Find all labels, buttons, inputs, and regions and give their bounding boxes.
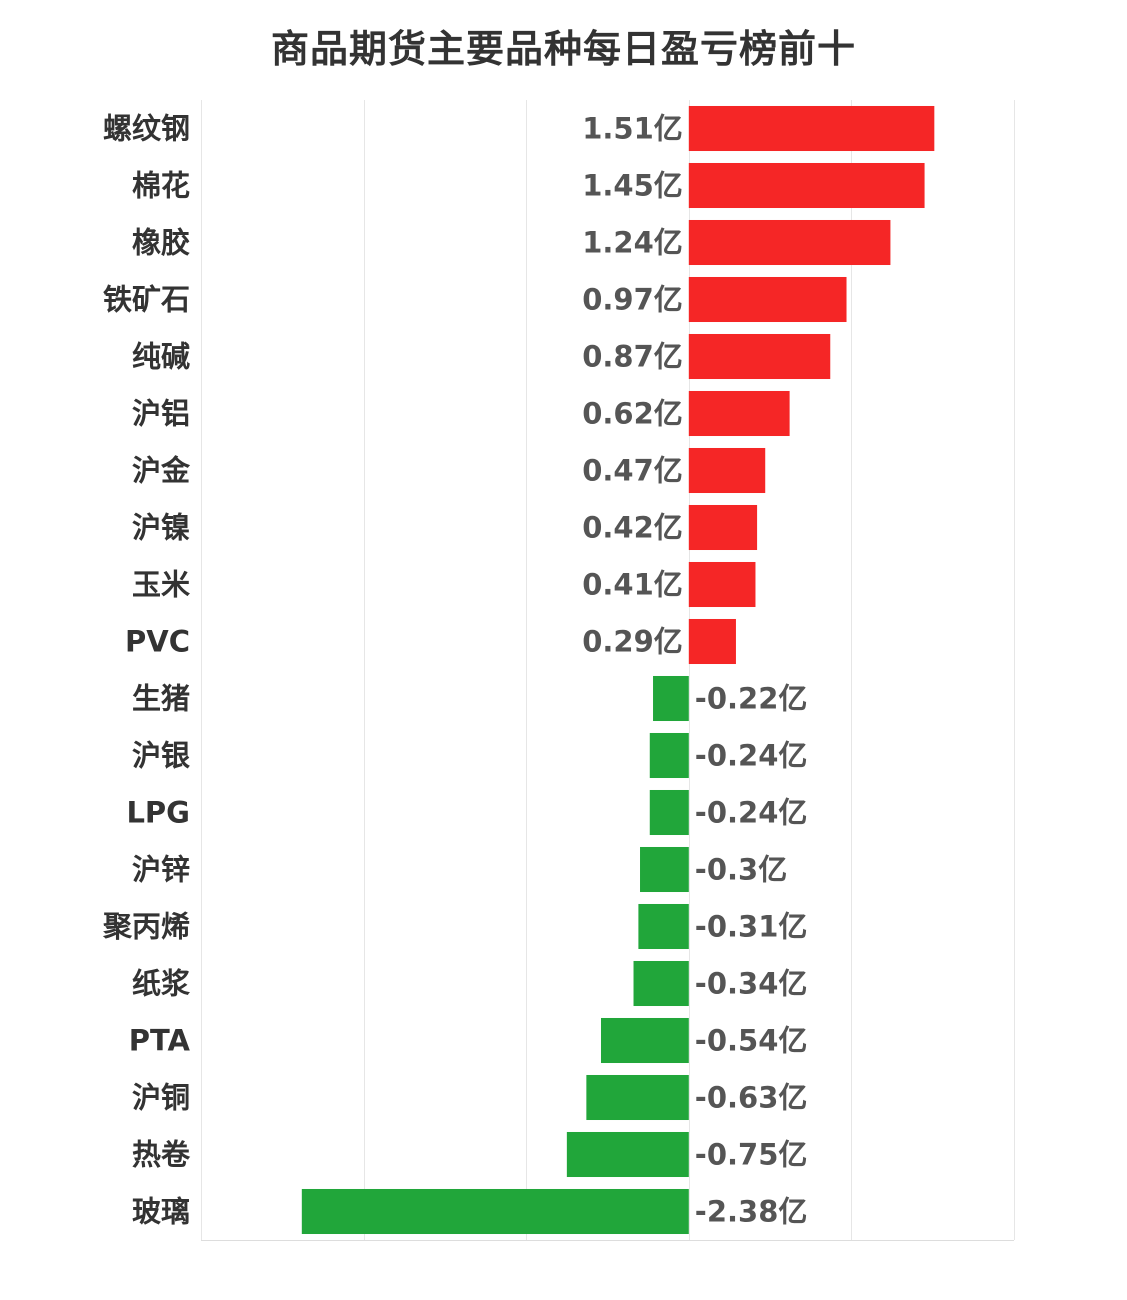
category-label: LPG	[126, 796, 190, 830]
category-label: 玻璃	[132, 1195, 190, 1229]
value-label: 0.42亿	[582, 511, 683, 545]
category-label: 沪银	[132, 739, 190, 773]
value-label: 0.97亿	[582, 283, 683, 317]
bar	[586, 1074, 689, 1121]
category-label: 沪金	[132, 454, 191, 488]
category-label: 聚丙烯	[102, 910, 190, 944]
value-label: -0.34亿	[695, 967, 808, 1001]
value-label: 1.24亿	[582, 226, 683, 260]
bar	[688, 447, 766, 494]
value-label: -0.24亿	[695, 739, 808, 773]
value-label: 0.47亿	[582, 454, 683, 488]
category-label: 玉米	[132, 568, 190, 602]
bar	[649, 732, 689, 779]
category-label: PTA	[129, 1024, 191, 1058]
value-label: 1.51亿	[582, 112, 683, 146]
bar	[688, 504, 758, 551]
value-label: -0.54亿	[695, 1024, 808, 1058]
category-label: 螺纹钢	[103, 112, 190, 146]
bar-layer	[301, 105, 935, 1235]
bar	[566, 1131, 689, 1178]
category-label: 沪铜	[132, 1081, 190, 1115]
value-label: -0.22亿	[695, 682, 808, 716]
bar	[649, 789, 689, 836]
bar	[688, 105, 935, 152]
bar	[301, 1188, 689, 1235]
bar	[688, 162, 925, 209]
category-label: 沪铝	[132, 397, 190, 431]
bar	[688, 618, 736, 665]
bar	[688, 561, 756, 608]
value-label: 0.87亿	[582, 340, 683, 374]
grid-layer	[201, 100, 1015, 1241]
bar	[633, 960, 689, 1007]
value-label: -0.3亿	[695, 853, 787, 887]
category-label: 沪锌	[132, 853, 190, 887]
category-label: 铁矿石	[103, 283, 190, 317]
bar	[688, 390, 790, 437]
value-label: 0.62亿	[582, 397, 683, 431]
bar	[688, 219, 891, 266]
bar	[638, 903, 689, 950]
value-label: 1.45亿	[582, 169, 683, 203]
category-label: 生猪	[132, 682, 190, 716]
value-label: 0.41亿	[582, 568, 683, 602]
chart-title: 商品期货主要品种每日盈亏榜前十	[270, 27, 856, 71]
value-label: -0.31亿	[695, 910, 808, 944]
category-label: 沪镍	[132, 511, 190, 545]
value-label: -2.38亿	[695, 1195, 808, 1229]
category-label: PVC	[125, 625, 190, 659]
value-label: -0.24亿	[695, 796, 808, 830]
bar	[640, 846, 689, 893]
bar	[653, 675, 689, 722]
value-label: -0.75亿	[695, 1138, 808, 1172]
category-label: 纯碱	[132, 340, 190, 374]
category-label: 棉花	[132, 169, 190, 203]
bar	[600, 1017, 689, 1064]
category-label: 纸浆	[132, 967, 191, 1001]
bar	[688, 276, 847, 323]
bar	[688, 333, 831, 380]
value-label: -0.63亿	[695, 1081, 808, 1115]
category-label: 热卷	[132, 1138, 191, 1172]
category-label: 橡胶	[132, 226, 190, 260]
value-label: 0.29亿	[582, 625, 683, 659]
